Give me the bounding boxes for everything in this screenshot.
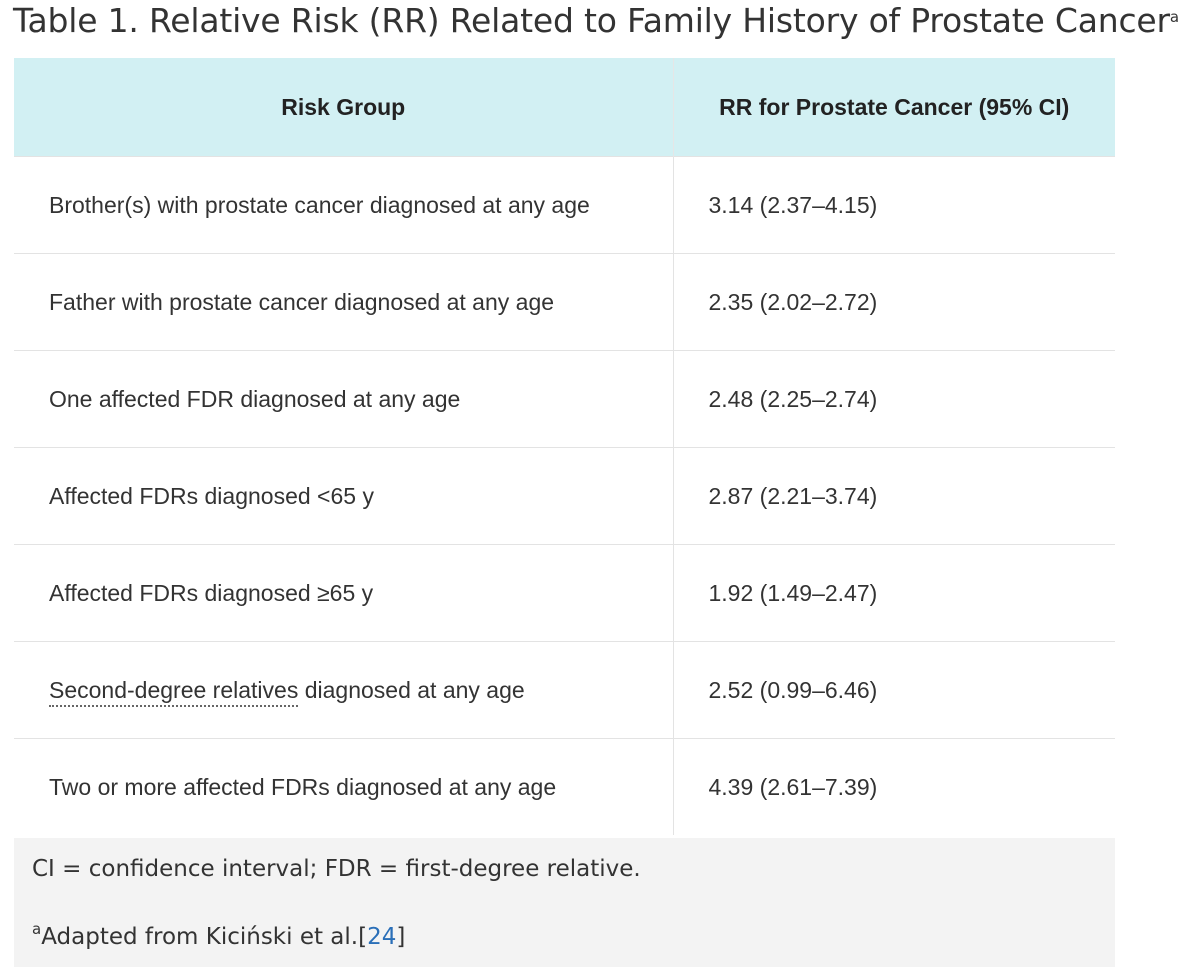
header-row: Risk Group RR for Prostate Cancer (95% C… xyxy=(14,58,1115,157)
table-row: Two or more affected FDRs diagnosed at a… xyxy=(14,738,1115,835)
table-row: Brother(s) with prostate cancer diagnose… xyxy=(14,156,1115,254)
reference-link[interactable]: 24 xyxy=(367,924,397,950)
risk-group-cell: Affected FDRs diagnosed ≥65 y xyxy=(14,544,674,642)
table-row: One affected FDR diagnosed at any age 2.… xyxy=(14,350,1115,448)
table-header: Risk Group RR for Prostate Cancer (95% C… xyxy=(14,58,1115,157)
table-row: Affected FDRs diagnosed ≥65 y 1.92 (1.49… xyxy=(14,544,1115,642)
rr-cell: 4.39 (2.61–7.39) xyxy=(673,738,1115,835)
source-footnote: aAdapted from Kiciński et al.[24] xyxy=(32,920,405,950)
rr-cell: 2.87 (2.21–3.74) xyxy=(673,447,1115,545)
table-title-superscript: a xyxy=(1169,8,1179,26)
table-title: Table 1. Relative Risk (RR) Related to F… xyxy=(13,0,1179,41)
risk-group-rest: diagnosed at any age xyxy=(298,676,525,703)
risk-group-cell: Two or more affected FDRs diagnosed at a… xyxy=(14,738,674,835)
risk-group-cell: Brother(s) with prostate cancer diagnose… xyxy=(14,156,674,254)
table-title-text: Table 1. Relative Risk (RR) Related to F… xyxy=(13,1,1170,40)
reference-bracket-open: [ xyxy=(358,924,368,950)
table-row: Affected FDRs diagnosed <65 y 2.87 (2.21… xyxy=(14,447,1115,545)
header-risk-group: Risk Group xyxy=(14,58,674,157)
source-text: Adapted from Kiciński et al. xyxy=(41,924,359,950)
table-row: Second-degree relatives diagnosed at any… xyxy=(14,641,1115,739)
header-rr: RR for Prostate Cancer (95% CI) xyxy=(673,58,1115,157)
abbreviations-footnote: CI = confidence interval; FDR = first-de… xyxy=(32,856,641,882)
risk-table: Risk Group RR for Prostate Cancer (95% C… xyxy=(14,58,1115,835)
rr-cell: 2.48 (2.25–2.74) xyxy=(673,350,1115,448)
table-footnotes: CI = confidence interval; FDR = first-de… xyxy=(14,838,1115,967)
rr-cell: 2.35 (2.02–2.72) xyxy=(673,253,1115,351)
rr-cell: 3.14 (2.37–4.15) xyxy=(673,156,1115,254)
table-row: Father with prostate cancer diagnosed at… xyxy=(14,253,1115,351)
reference-bracket-close: ] xyxy=(396,924,406,950)
risk-group-cell: Father with prostate cancer diagnosed at… xyxy=(14,253,674,351)
table-body: Brother(s) with prostate cancer diagnose… xyxy=(14,156,1115,835)
rr-cell: 2.52 (0.99–6.46) xyxy=(673,641,1115,739)
rr-cell: 1.92 (1.49–2.47) xyxy=(673,544,1115,642)
risk-table-container: Risk Group RR for Prostate Cancer (95% C… xyxy=(14,58,1115,835)
risk-group-cell: Affected FDRs diagnosed <65 y xyxy=(14,447,674,545)
footnote-marker: a xyxy=(32,920,42,938)
risk-group-cell: One affected FDR diagnosed at any age xyxy=(14,350,674,448)
glossary-term-second-degree-relatives[interactable]: Second-degree relatives xyxy=(49,676,299,707)
risk-group-cell: Second-degree relatives diagnosed at any… xyxy=(14,641,674,739)
